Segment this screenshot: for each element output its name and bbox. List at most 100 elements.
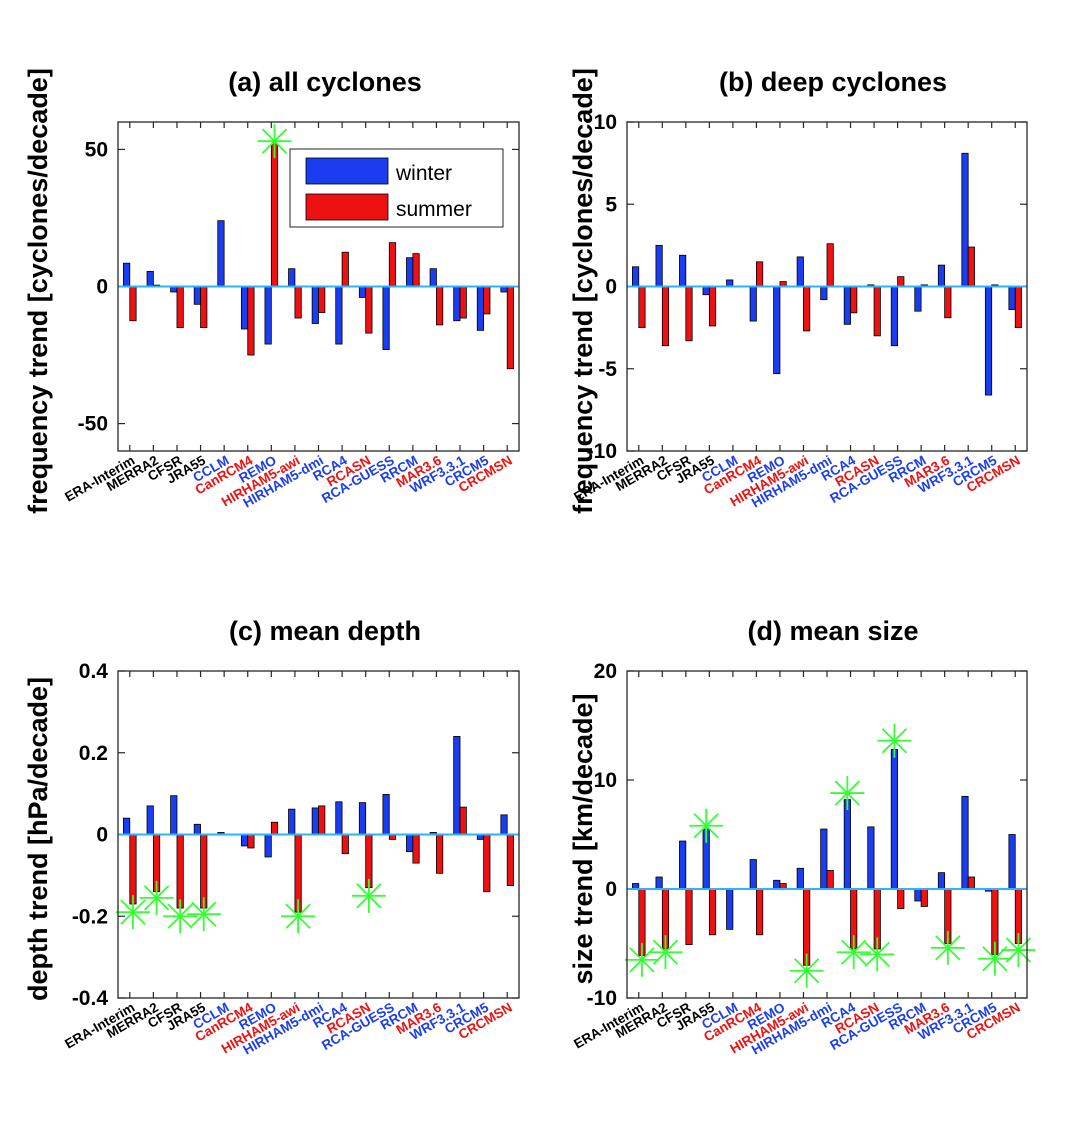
bar-winter xyxy=(264,834,272,858)
bar-summer xyxy=(247,834,255,849)
bar-winter xyxy=(453,736,461,835)
bar-winter xyxy=(1008,834,1016,890)
bar-summer xyxy=(341,834,349,855)
bar-summer xyxy=(247,286,255,356)
significance-marker xyxy=(789,953,824,988)
marker-stroke xyxy=(191,901,217,927)
y-tick-label: -5 xyxy=(598,358,617,381)
bar-winter xyxy=(240,834,249,847)
bar-winter xyxy=(702,286,710,296)
marker-stroke xyxy=(356,883,382,909)
bar-winter xyxy=(123,817,131,835)
bar-summer xyxy=(873,286,881,337)
bar-winter xyxy=(655,876,663,890)
bar-summer xyxy=(436,286,444,326)
legend-swatch-winter xyxy=(305,157,389,185)
bar-summer xyxy=(967,876,975,890)
bar-winter xyxy=(843,286,851,325)
bar-summer xyxy=(897,276,905,287)
bar-winter xyxy=(264,286,272,345)
bar-summer xyxy=(176,834,184,909)
chart-panel-2: (b) deep cyclones frequency trend [cyclon… xyxy=(568,67,1028,514)
bar-winter xyxy=(632,266,640,287)
bar-summer xyxy=(129,834,137,905)
bar-winter xyxy=(217,220,225,287)
bar-summer xyxy=(270,821,279,835)
marker-stroke xyxy=(261,128,288,154)
bar-summer xyxy=(638,286,646,329)
legend-swatch-summer xyxy=(305,193,389,221)
bar-summer xyxy=(270,143,279,287)
bar-summer xyxy=(412,253,420,287)
bar-winter xyxy=(335,801,343,835)
plot-area-frame xyxy=(626,121,1028,452)
bar-summer xyxy=(318,805,326,835)
y-tick-label: 20 xyxy=(594,660,617,683)
significance-marker xyxy=(351,878,386,913)
marker-stroke xyxy=(120,899,146,925)
y-tick-label: 0 xyxy=(605,276,617,299)
y-axis-label: size trend [km/decade] xyxy=(568,693,598,984)
bar-winter xyxy=(867,826,875,890)
chart-title: (d) mean size xyxy=(747,616,918,646)
bar-winter xyxy=(1008,286,1016,310)
bar-winter xyxy=(820,828,828,890)
y-tick-label: 10 xyxy=(594,769,617,792)
bar-summer xyxy=(436,834,444,874)
bar-winter xyxy=(406,834,414,853)
bar-summer xyxy=(294,286,302,319)
chart-panel-1: (a) all cyclones frequency trend [cyclone… xyxy=(23,67,520,514)
legend-label-summer: summer xyxy=(396,198,472,221)
bar-winter xyxy=(937,264,946,287)
bar-winter xyxy=(679,840,687,890)
bar-winter xyxy=(679,254,687,287)
bar-summer xyxy=(200,286,208,329)
bar-summer xyxy=(200,834,208,909)
marker-stroke xyxy=(167,903,193,929)
bar-winter xyxy=(961,152,969,287)
bar-summer xyxy=(826,870,834,890)
significance-marker xyxy=(115,895,150,930)
bar-winter xyxy=(890,749,898,890)
significance-marker xyxy=(624,942,659,977)
y-axis-label: frequency trend [cyclones/decade] xyxy=(568,68,598,514)
bar-winter xyxy=(311,807,319,835)
y-tick-label: 10 xyxy=(594,111,617,134)
marker-stroke xyxy=(834,780,861,806)
bar-winter xyxy=(726,888,734,930)
bar-summer xyxy=(506,834,514,886)
y-tick-label: 5 xyxy=(605,193,617,216)
legend-label-winter: winter xyxy=(395,162,452,185)
significance-marker xyxy=(977,941,1012,976)
bar-winter xyxy=(382,794,390,835)
significance-marker xyxy=(689,808,724,843)
significance-marker xyxy=(281,899,316,934)
bar-summer xyxy=(685,888,693,945)
bar-winter xyxy=(937,872,946,890)
chart-title: (b) deep cyclones xyxy=(719,67,947,97)
bar-winter xyxy=(500,814,508,835)
significance-marker xyxy=(860,937,895,972)
bar-winter xyxy=(170,795,178,835)
bar-winter xyxy=(146,271,154,287)
bar-winter xyxy=(453,286,461,322)
y-axis-label: depth trend [hPa/decade] xyxy=(23,677,53,1001)
bar-summer xyxy=(920,888,928,907)
bar-summer xyxy=(176,286,184,329)
y-tick-label: -10 xyxy=(587,987,617,1010)
marker-stroke xyxy=(143,885,170,911)
chart-panel-4: (d) mean size size trend [km/decade] -10 0 1… xyxy=(568,616,1036,1058)
bar-summer xyxy=(365,286,373,334)
y-tick-label: -0.2 xyxy=(72,905,108,928)
y-tick-label: 0.2 xyxy=(79,742,108,765)
marker-stroke xyxy=(864,941,890,968)
bar-winter xyxy=(796,867,804,890)
bar-summer xyxy=(944,286,952,319)
bar-winter xyxy=(773,879,781,890)
legend: winter summer xyxy=(289,148,504,228)
bar-winter xyxy=(288,808,296,835)
bar-winter xyxy=(193,823,201,835)
bar-winter xyxy=(914,286,922,312)
marker-stroke xyxy=(841,939,867,965)
